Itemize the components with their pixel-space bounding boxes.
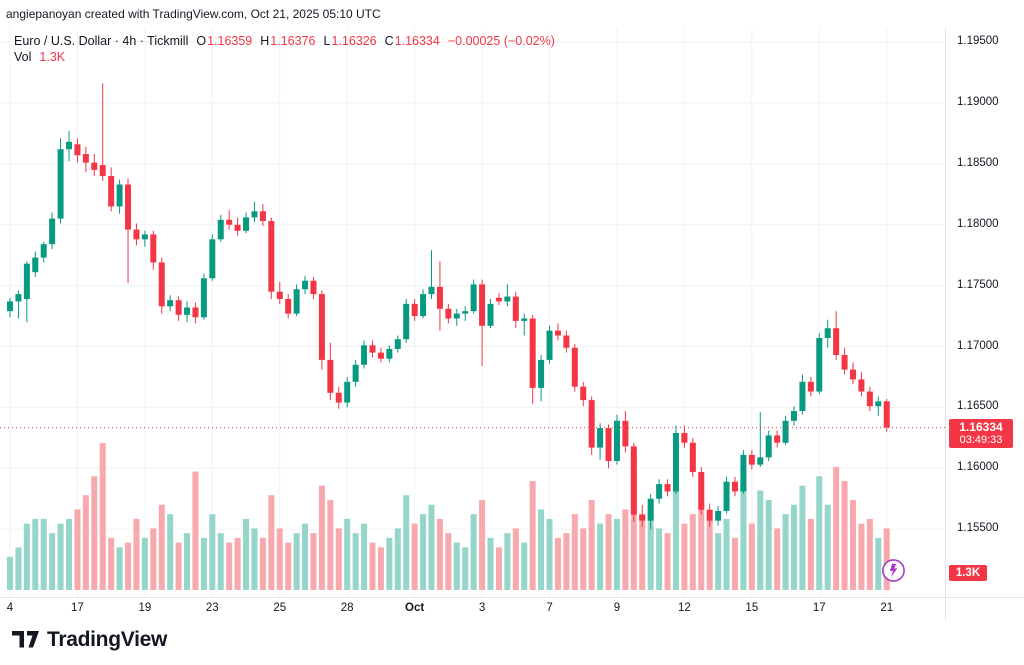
price-tick-label: 1.16000 — [957, 461, 999, 474]
time-tick-label: 21 — [880, 602, 894, 614]
time-tick-label: Oct — [405, 602, 425, 614]
time-tick-label: 4 — [6, 602, 14, 614]
lightning-icon[interactable] — [881, 558, 906, 583]
legend-high: H 1.16376 — [260, 34, 316, 48]
price-axis-separator — [945, 28, 946, 620]
bar-countdown: 03:49:33 — [959, 433, 1003, 446]
legend-low: L 1.16326 — [323, 34, 377, 48]
time-tick-label: 3 — [478, 602, 486, 614]
snapshot-watermark: angiepanoyan created with TradingView.co… — [6, 7, 381, 21]
time-tick-label: 19 — [138, 602, 152, 614]
price-tick-label: 1.16500 — [957, 400, 999, 413]
tradingview-logo-text: TradingView — [47, 628, 168, 651]
volume-badge: 1.3K — [949, 565, 987, 581]
time-tick-label: 9 — [613, 602, 621, 614]
tradingview-logo-mark — [12, 631, 39, 648]
chart-legend[interactable]: Euro / U.S. Dollar · 4h · Tickmill O 1.16… — [14, 33, 555, 65]
time-tick-label: 28 — [340, 602, 354, 614]
time-tick-label: 25 — [273, 602, 287, 614]
time-tick-label: 17 — [71, 602, 84, 614]
price-tick-label: 1.18500 — [957, 156, 999, 169]
legend-change: −0.00025 (−0.02%) — [447, 34, 555, 48]
price-tick-label: 1.19500 — [957, 35, 999, 47]
tradingview-logo[interactable]: TradingView — [12, 628, 167, 652]
volume-value: 1.3K — [39, 50, 66, 64]
legend-volume-row: Vol 1.3K — [14, 49, 555, 65]
price-tick-label: 1.18000 — [957, 217, 999, 230]
legend-open: O 1.16359 — [196, 34, 253, 48]
price-tick-label: 1.19000 — [957, 95, 999, 108]
price-tick-label: 1.17500 — [957, 278, 999, 291]
time-tick-label: 23 — [205, 602, 219, 614]
time-tick-label: 12 — [677, 602, 691, 614]
time-tick-label: 7 — [546, 602, 553, 614]
last-price-value: 1.16334 — [959, 419, 1003, 434]
last-price-badge: 1.16334 03:49:33 — [949, 418, 1013, 448]
legend-symbol-row: Euro / U.S. Dollar · 4h · Tickmill O 1.16… — [14, 33, 555, 49]
price-tick-label: 1.15500 — [957, 522, 999, 535]
price-tick-label: 1.17000 — [957, 339, 999, 352]
symbol-title[interactable]: Euro / U.S. Dollar · 4h · Tickmill — [14, 34, 189, 48]
legend-close: C 1.16334 — [384, 34, 440, 48]
time-tick-label: 15 — [745, 602, 759, 614]
time-axis-separator — [0, 597, 1024, 598]
time-tick-label: 17 — [812, 602, 826, 614]
volume-label: Vol — [14, 50, 32, 64]
